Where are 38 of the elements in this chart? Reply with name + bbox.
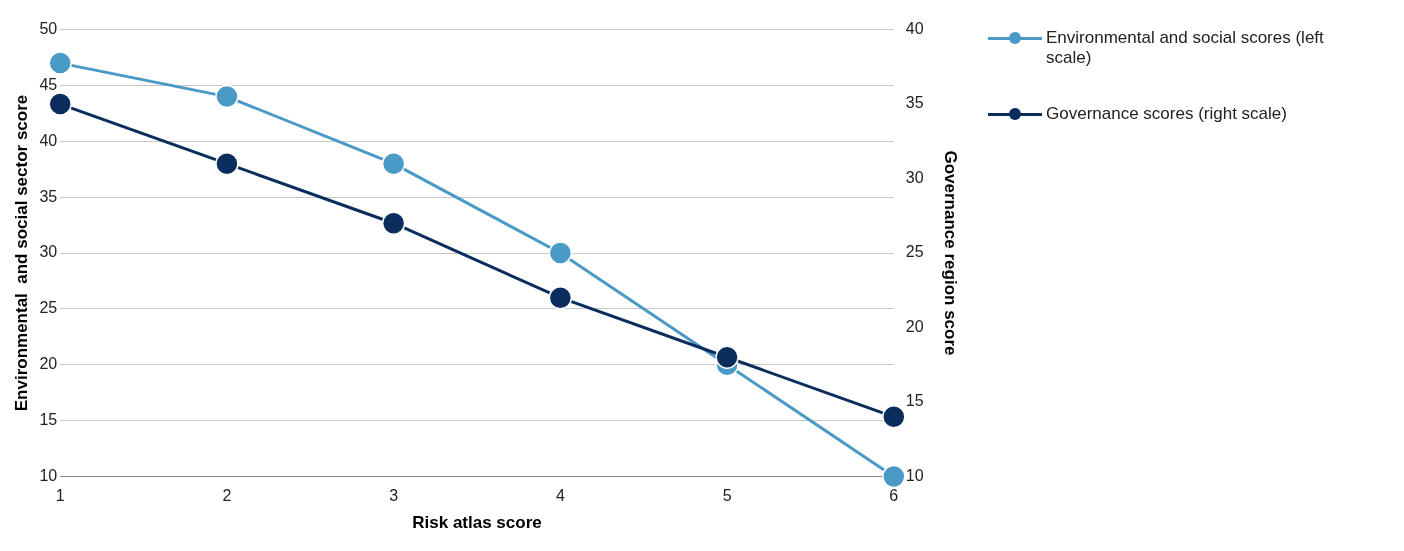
point <box>381 211 406 235</box>
point <box>548 241 573 265</box>
y-tick-label: 30 <box>39 243 58 261</box>
y2-tick-label: 30 <box>905 168 924 186</box>
legend-label: Environmental and social scores (left scale) <box>1046 28 1325 68</box>
point <box>48 51 72 75</box>
y2-tick-label: 35 <box>905 94 924 112</box>
x-tick-label: 3 <box>389 487 399 505</box>
point <box>48 92 72 116</box>
point <box>548 285 573 310</box>
point <box>215 151 239 176</box>
y2-tick-label: 25 <box>905 243 924 261</box>
y-tick-label: 40 <box>39 131 58 149</box>
y-tick-label: 45 <box>39 75 58 93</box>
x-tick-label: 4 <box>555 487 565 505</box>
y-tick-label: 25 <box>39 299 58 317</box>
x-axis-title: Risk atlas score <box>412 513 542 533</box>
point <box>715 345 739 369</box>
y2-tick-label: 40 <box>905 20 924 38</box>
y-tick-label: 35 <box>39 187 58 205</box>
y-tick-label: 20 <box>39 355 58 373</box>
y2-tick-label: 10 <box>905 466 924 484</box>
y-tick-label: 10 <box>39 466 58 484</box>
y-axis-title: Environmental and social sector score <box>11 94 31 412</box>
x-tick-label: 2 <box>222 487 232 505</box>
y-tick-label: 15 <box>39 410 58 428</box>
y2-tick-label: 20 <box>905 317 924 335</box>
y2-axis-title: Governance region score <box>941 150 961 356</box>
y2-tick-label: 15 <box>905 392 924 410</box>
legend-label: Governance scores (right scale) <box>1046 104 1287 124</box>
x-tick-label: 5 <box>722 487 732 505</box>
y-tick-label: 50 <box>39 20 58 38</box>
x-tick-label: 1 <box>55 487 65 505</box>
x-tick-label: 6 <box>889 487 899 505</box>
point <box>882 464 906 489</box>
point <box>215 84 239 109</box>
point <box>381 151 406 176</box>
point <box>882 405 906 429</box>
